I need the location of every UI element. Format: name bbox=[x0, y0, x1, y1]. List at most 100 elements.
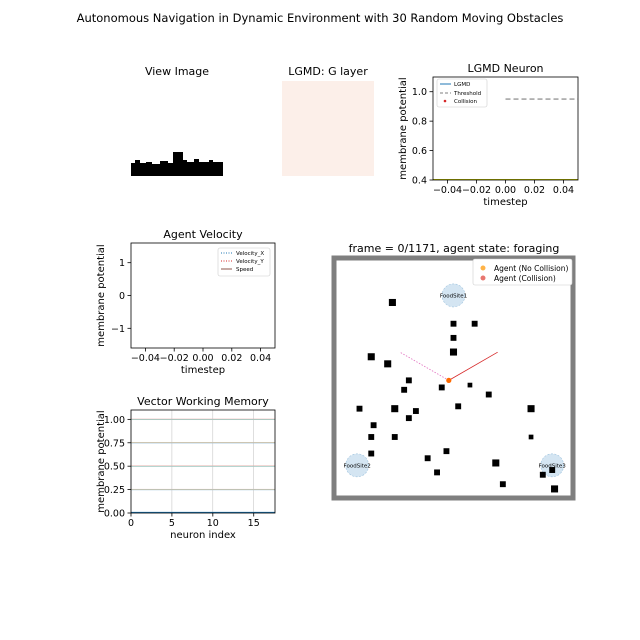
memory-x-tick-label: 10 bbox=[207, 518, 219, 529]
lgmd-legend-collision-icon bbox=[443, 99, 447, 103]
obstacle bbox=[467, 382, 473, 388]
food-site-3 bbox=[540, 453, 565, 478]
food-site-label: FoodSite1 bbox=[440, 293, 467, 299]
velocity-plot-frame bbox=[130, 242, 276, 349]
obstacle bbox=[405, 415, 412, 422]
obstacle bbox=[370, 422, 377, 429]
obstacle bbox=[449, 348, 458, 356]
velocity-x-tick-label: 0.04 bbox=[250, 353, 271, 364]
memory-x-tick-label: 5 bbox=[169, 518, 175, 529]
lgmd-x-tick-label: 0.00 bbox=[495, 185, 516, 196]
obstacle bbox=[528, 434, 534, 440]
agent-sensor-whisker bbox=[448, 351, 498, 381]
velocity-x-tick-label: 0.00 bbox=[192, 353, 213, 364]
obstacle bbox=[424, 455, 431, 462]
food-site-1 bbox=[441, 283, 466, 308]
memory-x-tick-label: 0 bbox=[128, 518, 134, 529]
lgmd-legend: LGMD Threshold Collision bbox=[436, 78, 488, 108]
obstacle bbox=[388, 298, 396, 307]
velocity-y-tick-label: 1 bbox=[119, 258, 125, 269]
view-image-panel: View Image bbox=[131, 65, 223, 176]
arena-legend-box bbox=[472, 258, 573, 286]
obstacle bbox=[549, 467, 556, 473]
obstacle bbox=[551, 485, 559, 493]
g-layer-image bbox=[282, 81, 374, 176]
legend-agent-no-collision-marker bbox=[480, 265, 486, 271]
arena-legend: Agent (No Collision) Agent (Collision) bbox=[472, 258, 573, 286]
obstacle bbox=[412, 408, 419, 414]
g-layer-panel: LGMD: G layer bbox=[282, 65, 374, 176]
lgmd-y-tick-label: 0.6 bbox=[412, 146, 427, 157]
lgmd-plot-frame bbox=[432, 76, 579, 181]
lgmd-y-tick-label: 0.4 bbox=[412, 176, 427, 187]
lgmd-neuron-chart: LGMD Neuron timestep membrane potential … bbox=[398, 62, 579, 208]
obstacle bbox=[434, 469, 440, 476]
figure-suptitle: Autonomous Navigation in Dynamic Environ… bbox=[77, 11, 564, 25]
lgmd-x-tick-label: 0.02 bbox=[524, 185, 545, 196]
agent-velocity-chart: Agent Velocity timestep membrane potenti… bbox=[96, 228, 276, 376]
velocity-legend-label-y: Velocity_Y bbox=[236, 259, 264, 265]
obstacle bbox=[443, 448, 450, 455]
obstacle bbox=[450, 320, 457, 327]
memory-y-tick-label: 0.75 bbox=[104, 438, 125, 449]
lgmd-y-tick-label: 1.0 bbox=[412, 87, 427, 98]
memory-chart-title: Vector Working Memory bbox=[137, 395, 269, 408]
velocity-legend-label-x: Velocity_X bbox=[236, 251, 264, 257]
obstacle bbox=[539, 471, 546, 478]
velocity-chart-title: Agent Velocity bbox=[163, 228, 243, 241]
obstacle bbox=[384, 360, 392, 368]
obstacle bbox=[527, 405, 535, 413]
vector-memory-chart: Vector Working Memory neuron index membr… bbox=[96, 395, 276, 541]
obstacle bbox=[405, 377, 412, 384]
velocity-x-tick-label: −0.02 bbox=[160, 353, 189, 364]
obstacle bbox=[455, 403, 462, 410]
velocity-y-tick-label: −1 bbox=[111, 324, 125, 335]
velocity-x-axis-label: timestep bbox=[181, 365, 225, 376]
memory-y-tick-label: 1.00 bbox=[104, 415, 125, 426]
food-site-2 bbox=[345, 453, 369, 478]
velocity-x-tick-label: 0.02 bbox=[221, 353, 242, 364]
obstacle bbox=[401, 386, 408, 393]
velocity-x-tick-label: −0.04 bbox=[131, 353, 160, 364]
obstacle bbox=[492, 459, 500, 467]
memory-x-tick-label: 15 bbox=[248, 518, 260, 529]
obstacle bbox=[499, 481, 506, 488]
lgmd-legend-label-threshold: Threshold bbox=[453, 91, 481, 97]
lgmd-x-tick-label: 0.04 bbox=[553, 185, 574, 196]
lgmd-x-axis-label: timestep bbox=[483, 197, 527, 208]
view-image-silhouette bbox=[131, 152, 223, 176]
obstacle bbox=[391, 405, 399, 413]
velocity-legend: Velocity_X Velocity_Y Speed bbox=[217, 247, 271, 277]
food-site-label: FoodSite3 bbox=[539, 463, 567, 469]
lgmd-legend-label-collision: Collision bbox=[454, 99, 478, 105]
g-layer-title: LGMD: G layer bbox=[288, 65, 368, 78]
legend-agent-collision-marker bbox=[480, 275, 486, 281]
lgmd-x-tick-label: −0.04 bbox=[433, 185, 462, 196]
lgmd-legend-box bbox=[436, 78, 488, 108]
velocity-legend-label-speed: Speed bbox=[236, 267, 253, 273]
lgmd-y-axis-label: membrane potential bbox=[398, 77, 409, 179]
obstacle bbox=[485, 391, 492, 398]
view-image-title: View Image bbox=[145, 65, 209, 78]
velocity-y-tick-label: 0 bbox=[119, 291, 125, 302]
obstacle bbox=[450, 334, 457, 341]
obstacle bbox=[368, 434, 375, 440]
velocity-y-axis-label: membrane potential bbox=[96, 244, 107, 346]
lgmd-legend-label-lgmd: LGMD bbox=[454, 82, 470, 88]
arena-title: frame = 0/1171, agent state: foraging bbox=[349, 242, 560, 255]
legend-agent-collision-label: Agent (Collision) bbox=[494, 274, 556, 283]
arena-chart: frame = 0/1171, agent state: foraging Fo… bbox=[331, 242, 576, 501]
memory-y-tick-label: 0.00 bbox=[104, 509, 125, 520]
memory-y-tick-label: 0.25 bbox=[104, 485, 125, 496]
agent-marker bbox=[446, 377, 452, 383]
agent-sensor-whisker bbox=[399, 351, 449, 381]
legend-agent-no-collision-label: Agent (No Collision) bbox=[494, 264, 569, 273]
obstacle bbox=[368, 450, 375, 457]
memory-y-tick-label: 0.50 bbox=[104, 462, 125, 473]
lgmd-chart-title: LGMD Neuron bbox=[467, 62, 543, 75]
obstacle bbox=[356, 405, 363, 412]
memory-x-axis-label: neuron index bbox=[170, 530, 236, 541]
obstacle bbox=[471, 320, 478, 327]
lgmd-y-tick-label: 0.8 bbox=[412, 117, 427, 128]
memory-y-axis-label: membrane potential bbox=[96, 410, 107, 512]
